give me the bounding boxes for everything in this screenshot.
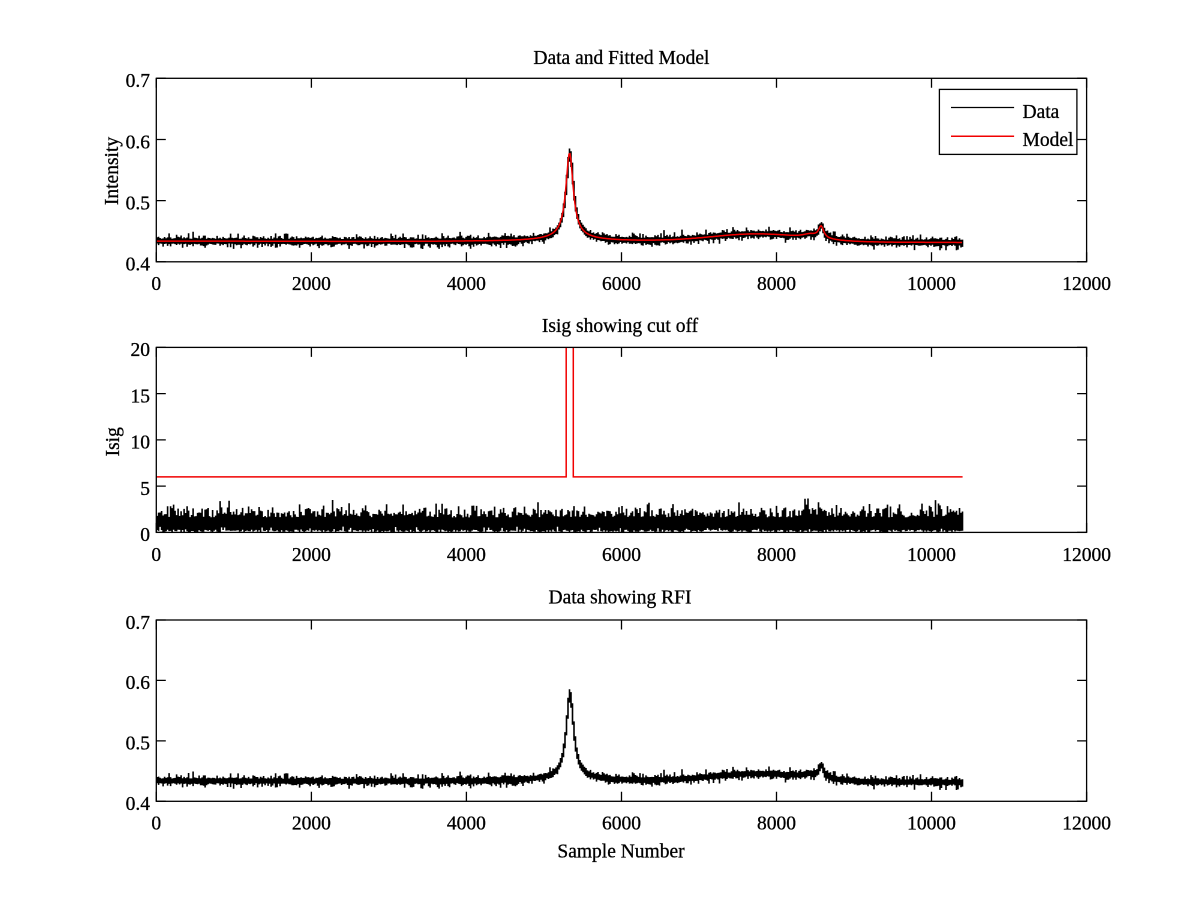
svg-text:Isig: Isig	[103, 427, 124, 457]
svg-text:6000: 6000	[602, 274, 641, 295]
svg-text:Model: Model	[1023, 130, 1074, 151]
svg-text:Data: Data	[1023, 102, 1060, 123]
svg-text:6000: 6000	[602, 814, 641, 835]
svg-text:2000: 2000	[292, 545, 331, 566]
svg-text:Sample Number: Sample Number	[557, 842, 685, 863]
svg-text:0.5: 0.5	[126, 193, 150, 214]
svg-text:5: 5	[140, 479, 150, 500]
svg-text:0.7: 0.7	[126, 71, 151, 92]
svg-text:15: 15	[131, 386, 151, 407]
svg-text:0: 0	[140, 525, 150, 546]
svg-text:0: 0	[151, 545, 161, 566]
svg-text:12000: 12000	[1062, 545, 1111, 566]
svg-text:4000: 4000	[447, 814, 486, 835]
svg-text:Data and Fitted Model: Data and Fitted Model	[533, 48, 710, 69]
svg-text:12000: 12000	[1062, 274, 1111, 295]
svg-text:0: 0	[151, 274, 161, 295]
svg-text:10000: 10000	[907, 814, 956, 835]
svg-text:2000: 2000	[292, 814, 331, 835]
svg-text:0.5: 0.5	[126, 734, 150, 755]
svg-text:10: 10	[131, 433, 151, 454]
svg-text:2000: 2000	[292, 274, 331, 295]
svg-text:10000: 10000	[907, 545, 956, 566]
svg-text:0.6: 0.6	[126, 673, 151, 694]
svg-text:0.4: 0.4	[126, 255, 151, 276]
svg-text:Data showing RFI: Data showing RFI	[549, 587, 692, 608]
svg-text:0.4: 0.4	[126, 794, 151, 815]
svg-text:Intensity: Intensity	[102, 137, 123, 205]
svg-text:12000: 12000	[1062, 814, 1111, 835]
svg-text:4000: 4000	[447, 545, 486, 566]
svg-text:4000: 4000	[447, 274, 486, 295]
svg-text:6000: 6000	[602, 545, 641, 566]
svg-text:Isig showing cut off: Isig showing cut off	[542, 316, 699, 337]
svg-text:8000: 8000	[757, 274, 796, 295]
svg-text:0.7: 0.7	[126, 613, 151, 634]
svg-text:0.6: 0.6	[126, 132, 151, 153]
svg-text:20: 20	[131, 340, 151, 361]
svg-text:10000: 10000	[907, 274, 956, 295]
svg-text:8000: 8000	[757, 545, 796, 566]
svg-text:8000: 8000	[757, 814, 796, 835]
svg-text:0: 0	[151, 814, 161, 835]
